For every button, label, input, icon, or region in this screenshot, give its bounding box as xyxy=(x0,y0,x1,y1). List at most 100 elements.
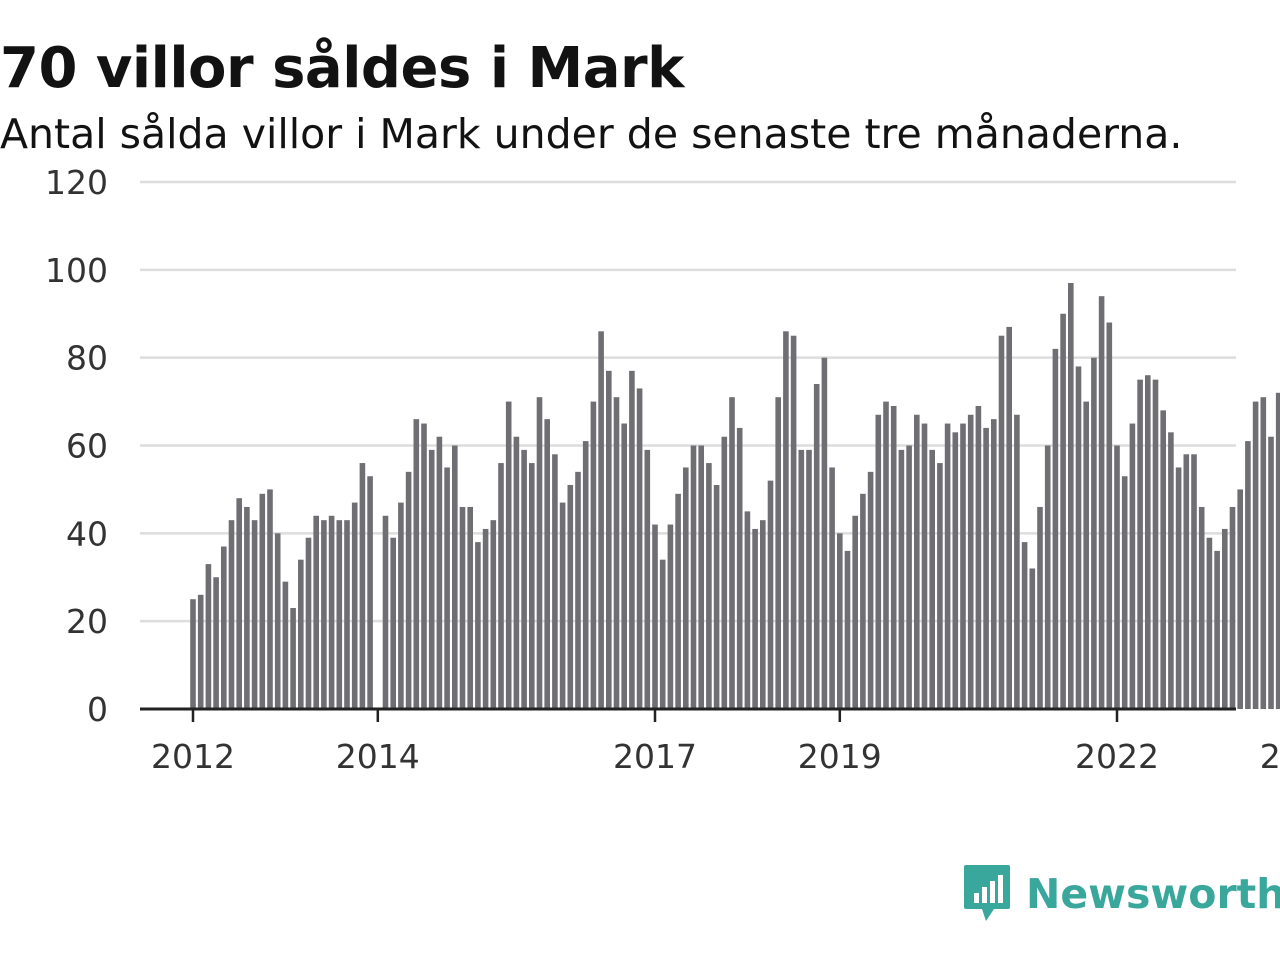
bar xyxy=(1060,313,1066,709)
bar xyxy=(752,528,758,709)
bar xyxy=(1114,445,1120,709)
bar xyxy=(629,370,635,709)
y-tick-label: 80 xyxy=(66,339,108,378)
bar xyxy=(829,467,835,709)
bar xyxy=(590,401,597,709)
bar xyxy=(937,463,943,709)
bar xyxy=(706,463,712,709)
bar xyxy=(582,441,589,709)
bar xyxy=(790,335,797,709)
bar xyxy=(1237,489,1243,709)
bar xyxy=(813,384,820,709)
bar xyxy=(875,414,882,709)
bar xyxy=(205,564,212,709)
bar xyxy=(1044,445,1051,709)
x-tick-label: 2012 xyxy=(151,737,235,776)
bar xyxy=(944,423,951,709)
bar xyxy=(413,419,420,709)
bar xyxy=(436,436,443,709)
bar xyxy=(713,485,720,709)
bar xyxy=(267,489,273,709)
bar xyxy=(336,520,343,709)
bar xyxy=(567,485,574,709)
bar xyxy=(1152,379,1159,710)
bar xyxy=(837,533,843,709)
bar xyxy=(598,331,604,709)
bar xyxy=(405,471,412,709)
bar xyxy=(505,401,512,709)
bar xyxy=(428,449,435,709)
bar xyxy=(244,506,250,709)
bar xyxy=(490,520,497,709)
bar xyxy=(798,449,805,709)
bar xyxy=(197,594,204,709)
bar xyxy=(228,520,235,709)
bar xyxy=(1121,476,1128,709)
bar xyxy=(906,445,912,709)
bar xyxy=(575,471,581,709)
bar xyxy=(313,515,319,709)
bar xyxy=(236,498,242,709)
bar xyxy=(190,599,196,709)
bar xyxy=(1268,436,1274,709)
bar xyxy=(328,515,335,709)
bar xyxy=(421,423,427,709)
bar xyxy=(1068,283,1074,709)
bar xyxy=(1006,326,1012,709)
bar xyxy=(1052,348,1059,709)
bar xyxy=(690,445,697,709)
chart-subtitle: Antal sålda villor i Mark under de senas… xyxy=(0,110,1183,158)
bar xyxy=(975,405,982,709)
bar xyxy=(952,432,959,709)
bar xyxy=(1160,410,1166,709)
bar xyxy=(1222,528,1228,709)
bar xyxy=(806,449,812,709)
bar xyxy=(321,520,327,709)
y-tick-label: 120 xyxy=(45,163,108,202)
bar xyxy=(1106,322,1113,709)
bar xyxy=(1014,414,1020,709)
bar xyxy=(967,414,974,709)
bar xyxy=(636,388,643,709)
bar xyxy=(459,506,466,709)
bar xyxy=(1129,423,1136,709)
y-tick-label: 20 xyxy=(66,602,108,641)
bar-chart: 0 20 40 60 80 100 120 2012 2014 2017 2019 2022 2024… xyxy=(45,163,1280,776)
bar xyxy=(251,520,258,709)
bar xyxy=(783,331,789,709)
bar xyxy=(1168,432,1174,709)
y-tick-label: 0 xyxy=(87,690,108,729)
bar xyxy=(475,542,481,709)
bar xyxy=(683,467,689,709)
bar xyxy=(452,445,458,709)
bar xyxy=(675,493,681,709)
bar xyxy=(659,559,666,709)
bar xyxy=(721,436,728,709)
bar xyxy=(1037,506,1043,709)
bar xyxy=(221,546,227,709)
bar xyxy=(644,449,651,709)
bar xyxy=(998,335,1005,709)
bar xyxy=(298,559,304,709)
bar xyxy=(544,419,550,709)
bar xyxy=(667,524,674,709)
bar xyxy=(929,449,935,709)
bar xyxy=(513,436,520,709)
bar xyxy=(290,607,296,709)
y-tick-label: 60 xyxy=(66,427,108,466)
bar-series xyxy=(190,283,1280,710)
bar xyxy=(1198,506,1205,709)
bar xyxy=(1260,397,1267,709)
x-tick-label: 2014 xyxy=(336,737,420,776)
bar xyxy=(844,550,851,709)
bar xyxy=(390,537,396,709)
x-tick-label: 2017 xyxy=(613,737,697,776)
bar xyxy=(1145,375,1151,709)
bar xyxy=(367,476,373,709)
bar xyxy=(467,506,473,709)
bar xyxy=(983,427,989,709)
bar xyxy=(883,401,889,709)
bar xyxy=(767,480,774,709)
chart-title: 70 villor såldes i Mark xyxy=(0,36,684,101)
bar xyxy=(1206,537,1213,709)
